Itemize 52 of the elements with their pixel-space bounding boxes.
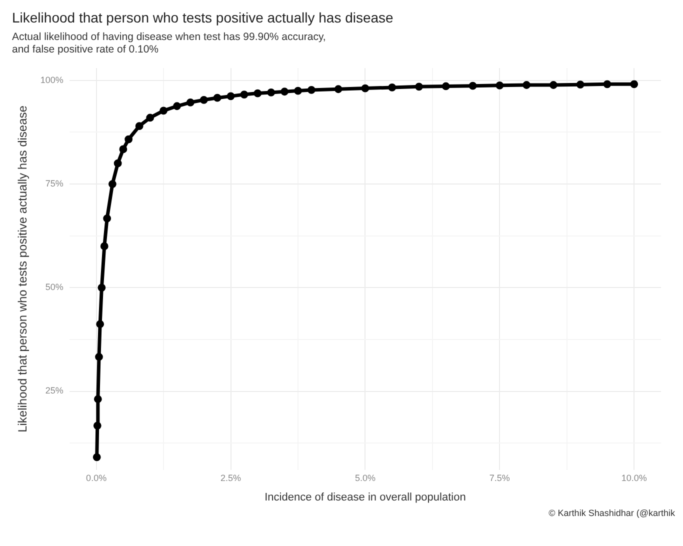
- point: [630, 80, 638, 88]
- point: [103, 214, 112, 222]
- point: [307, 86, 316, 94]
- point: [334, 85, 342, 94]
- point: [95, 352, 103, 361]
- y-tick-label: 25%: [45, 386, 64, 396]
- point: [294, 86, 302, 95]
- point: [94, 395, 102, 404]
- x-tick-label: 5.0%: [354, 472, 376, 483]
- point: [114, 159, 122, 168]
- y-tick-label: 75%: [45, 178, 64, 189]
- point: [96, 320, 104, 328]
- point: [388, 84, 396, 92]
- chart-subtitle: Actual likelihood of having disease when test has 99.90% accuracy, and false positive rate of 0.10%: [12, 30, 326, 56]
- point: [442, 82, 450, 90]
- point: [254, 89, 262, 98]
- point: [468, 82, 477, 90]
- x-tick-label: 0.0%: [86, 472, 107, 483]
- point: [213, 94, 222, 102]
- x-tick-label: 10.0%: [621, 472, 647, 483]
- point: [280, 88, 288, 96]
- text: © Karthik Shashidhar (@karthik: [548, 508, 675, 519]
- y-tick-label: 100%: [40, 74, 64, 85]
- point: [108, 180, 116, 188]
- point: [603, 80, 612, 88]
- point: [186, 98, 194, 106]
- point: [576, 80, 584, 89]
- point: [267, 88, 276, 96]
- y-axis-title: Likelihood that person who tests positive actually has disease: [16, 105, 30, 432]
- point: [200, 96, 208, 104]
- point: [135, 122, 144, 130]
- point: [146, 114, 154, 122]
- point: [100, 242, 108, 250]
- x-tick-label: 7.5%: [489, 472, 510, 483]
- point: [522, 81, 530, 89]
- point: [415, 82, 423, 91]
- point: [496, 81, 504, 90]
- point: [92, 453, 101, 462]
- x-tick-label: 2.5%: [220, 472, 242, 483]
- point: [240, 90, 248, 98]
- point: [98, 284, 106, 292]
- y-tick-label: 50%: [45, 282, 64, 292]
- point: [160, 106, 168, 115]
- point: [173, 102, 181, 110]
- x-axis-title: Incidence of disease in overall population: [264, 491, 466, 504]
- point: [93, 422, 102, 430]
- point: [124, 135, 133, 144]
- point: [226, 92, 235, 100]
- chart-title: Likelihood that person who tests positive actually has disease: [12, 9, 394, 26]
- point: [361, 84, 370, 92]
- point: [119, 145, 128, 154]
- point: [549, 81, 558, 89]
